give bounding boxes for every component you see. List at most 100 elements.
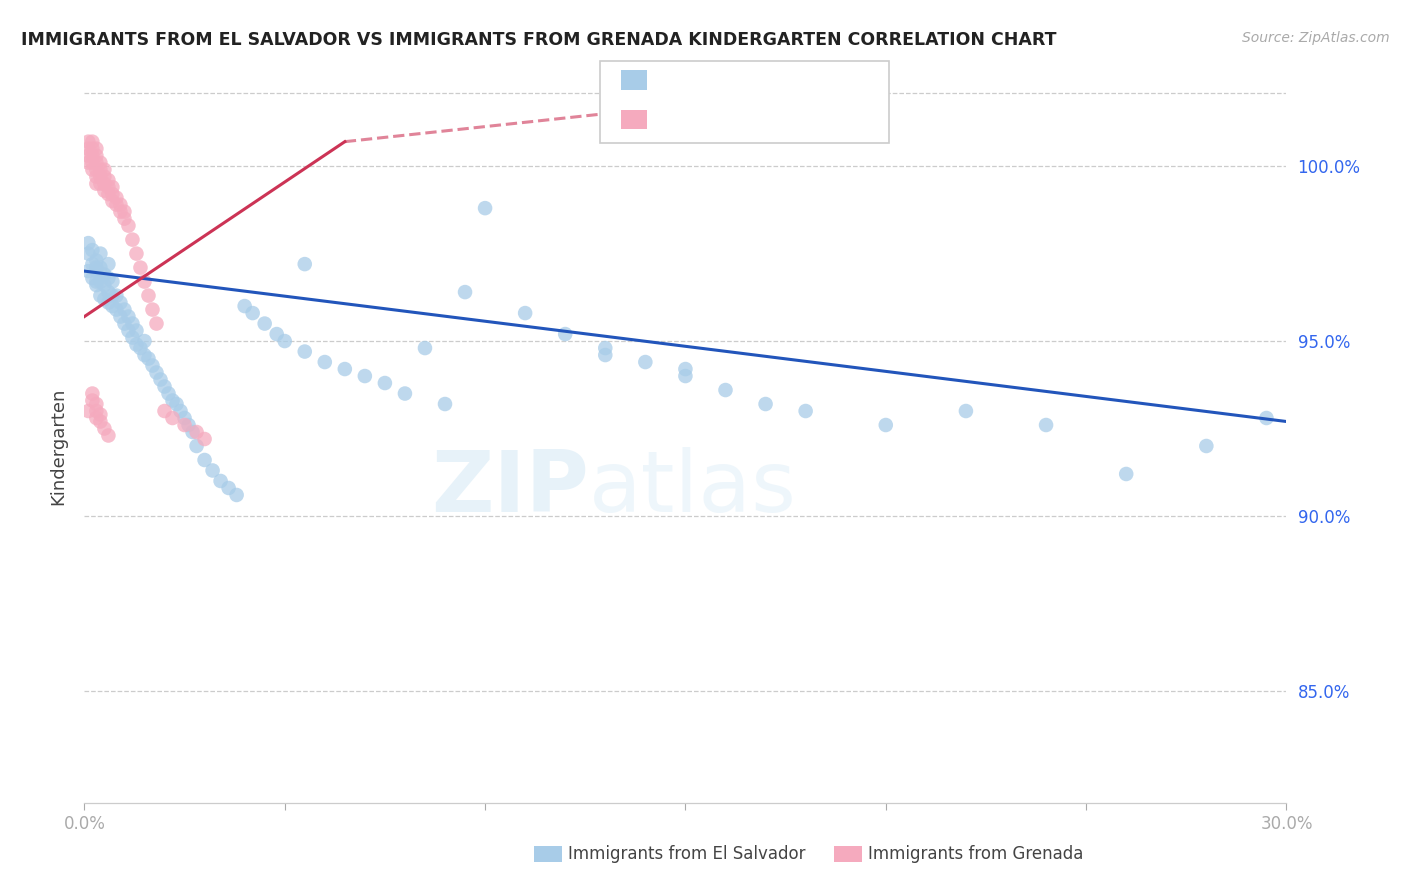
Point — [675, 369, 697, 384]
Point — [82, 149, 104, 163]
Point — [105, 288, 128, 302]
Point — [97, 173, 120, 187]
Point — [141, 302, 163, 317]
Point — [77, 246, 100, 260]
Point — [86, 404, 108, 418]
Point — [77, 155, 100, 169]
Point — [186, 439, 208, 453]
Point — [434, 397, 457, 411]
Point — [86, 278, 108, 293]
Point — [314, 355, 336, 369]
Point — [105, 197, 128, 211]
Point — [595, 341, 617, 355]
Point — [134, 348, 156, 362]
Point — [714, 383, 737, 397]
Point — [86, 411, 108, 425]
Point — [86, 162, 108, 177]
Point — [333, 362, 356, 376]
Point — [117, 219, 139, 233]
Point — [117, 310, 139, 324]
Point — [149, 372, 172, 386]
Point — [138, 351, 160, 366]
Point — [97, 257, 120, 271]
Point — [82, 257, 104, 271]
Point — [101, 187, 124, 202]
Text: R = -0.533: R = -0.533 — [658, 70, 755, 88]
Point — [134, 334, 156, 348]
Point — [89, 169, 111, 184]
Point — [89, 177, 111, 191]
Point — [162, 411, 184, 425]
Point — [173, 417, 195, 432]
Point — [294, 344, 316, 359]
Point — [554, 327, 576, 342]
Point — [294, 257, 316, 271]
Point — [794, 404, 817, 418]
Text: ZIP: ZIP — [432, 447, 589, 531]
Point — [413, 341, 436, 355]
Point — [82, 135, 104, 149]
Point — [253, 317, 276, 331]
Point — [82, 393, 104, 408]
Point — [86, 260, 108, 275]
Point — [97, 428, 120, 442]
Point — [225, 488, 247, 502]
Point — [474, 201, 496, 215]
Point — [266, 327, 288, 342]
Point — [93, 184, 115, 198]
Point — [169, 404, 191, 418]
Point — [86, 177, 108, 191]
Point — [93, 278, 115, 293]
Point — [138, 288, 160, 302]
Point — [114, 317, 135, 331]
Y-axis label: Kindergarten: Kindergarten — [49, 387, 67, 505]
Point — [82, 155, 104, 169]
Point — [129, 341, 152, 355]
Point — [166, 397, 188, 411]
Point — [177, 417, 200, 432]
Point — [354, 369, 377, 384]
Point — [1035, 417, 1057, 432]
Point — [89, 415, 111, 429]
Point — [86, 169, 108, 184]
Point — [93, 292, 115, 306]
Point — [110, 197, 132, 211]
Point — [162, 393, 184, 408]
Point — [89, 155, 111, 169]
Point — [82, 386, 104, 401]
Point — [394, 386, 416, 401]
Point — [274, 334, 297, 348]
Point — [110, 310, 132, 324]
Point — [101, 275, 124, 289]
Point — [125, 337, 148, 351]
Point — [82, 271, 104, 285]
Text: Source: ZipAtlas.com: Source: ZipAtlas.com — [1241, 31, 1389, 45]
Point — [374, 376, 396, 390]
Point — [634, 355, 657, 369]
Point — [194, 432, 217, 446]
Point — [194, 453, 217, 467]
Point — [86, 149, 108, 163]
Point — [89, 246, 111, 260]
Point — [145, 366, 167, 380]
Point — [86, 397, 108, 411]
Point — [77, 264, 100, 278]
Point — [121, 233, 143, 247]
Point — [186, 425, 208, 439]
Point — [114, 204, 135, 219]
Point — [86, 253, 108, 268]
Point — [105, 302, 128, 317]
Point — [77, 404, 100, 418]
Point — [97, 180, 120, 194]
Point — [218, 481, 240, 495]
Point — [82, 243, 104, 257]
Point — [114, 302, 135, 317]
Point — [1256, 411, 1278, 425]
Point — [82, 142, 104, 156]
Point — [89, 288, 111, 302]
Point — [141, 359, 163, 373]
Point — [86, 275, 108, 289]
Point — [86, 155, 108, 169]
Point — [86, 142, 108, 156]
Point — [89, 275, 111, 289]
